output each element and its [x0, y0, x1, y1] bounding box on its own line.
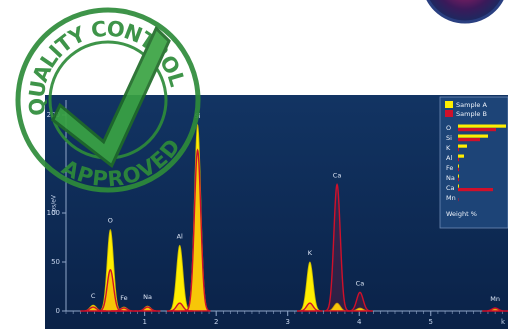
peak-label: Ca: [333, 172, 342, 180]
category-label: Ca: [446, 184, 455, 192]
category-label: Fe: [446, 164, 453, 172]
bar: [458, 185, 459, 188]
bar: [458, 145, 467, 148]
y-axis-label: cps/eV: [51, 194, 58, 215]
category-label: K: [446, 144, 451, 152]
page: 05010020012345kcps/eVCOFeNaAlSiKCaCaMn S…: [0, 0, 508, 329]
bar: [458, 128, 496, 131]
category-label: Si: [446, 134, 452, 142]
peak-label: C: [91, 292, 96, 300]
category-label: Mn: [446, 194, 456, 202]
x-tick-label: 4: [357, 318, 362, 326]
x-axis-label: Weight %: [446, 210, 477, 218]
bar: [458, 135, 488, 138]
peak-label: O: [108, 217, 113, 225]
bar: [458, 175, 459, 178]
peak-label: Al: [177, 232, 183, 240]
bar: [458, 178, 459, 181]
legend-swatch: [445, 101, 453, 108]
bar: [458, 155, 464, 158]
corner-orb: [423, 0, 507, 22]
category-label: Na: [446, 174, 455, 182]
bar: [458, 125, 506, 128]
bar: [458, 148, 459, 151]
category-label: Al: [446, 154, 452, 162]
bar: [458, 165, 459, 168]
bar: [458, 168, 459, 171]
legend-label: Sample A: [456, 101, 487, 109]
bar: [458, 138, 480, 141]
peak-label: Mn: [490, 295, 500, 303]
legend-swatch: [445, 110, 453, 117]
peak-label: Fe: [120, 294, 127, 302]
x-tick-label: 3: [285, 318, 289, 326]
bar: [458, 158, 459, 161]
x-tick-label: 1: [142, 318, 146, 326]
x-tick-label: 2: [214, 318, 218, 326]
peak-label: Na: [143, 293, 152, 301]
bar: [458, 188, 493, 191]
bar: [458, 198, 459, 201]
legend-label: Sample B: [456, 110, 487, 118]
peak-label: K: [308, 249, 313, 257]
y-tick-label: 0: [56, 307, 60, 315]
x-tick-label: 5: [429, 318, 433, 326]
peak-label: Ca: [356, 279, 365, 287]
category-label: O: [446, 124, 451, 132]
y-tick-label: 50: [51, 258, 60, 266]
